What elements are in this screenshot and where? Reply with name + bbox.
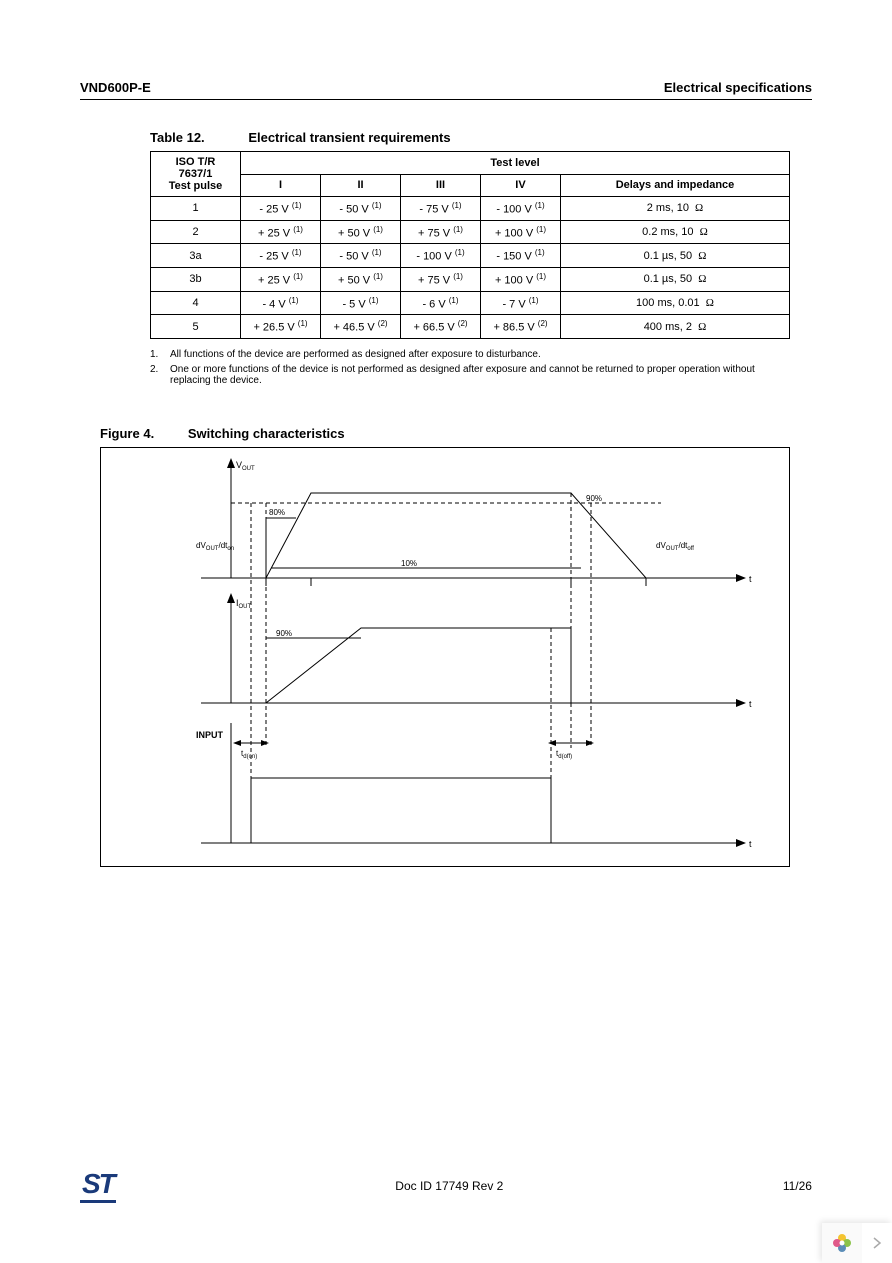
vout-label: VOUT (236, 460, 255, 472)
st-logo-icon: ST (80, 1168, 116, 1203)
col-delays: Delays and impedance (561, 174, 790, 197)
page-footer: ST Doc ID 17749 Rev 2 11/26 (80, 1168, 812, 1203)
footnotes: 1. All functions of the device are perfo… (150, 349, 790, 386)
td-on-label: td(on) (241, 749, 257, 760)
corner-header: ISO T/R 7637/1 Test pulse (151, 152, 241, 197)
col-I: I (241, 174, 321, 197)
t-axis-2: t (749, 699, 752, 709)
col-III: III (401, 174, 481, 197)
page-number: 11/26 (783, 1179, 812, 1193)
page-header: VND600P-E Electrical specifications (80, 80, 812, 100)
table-caption: Table 12. Electrical transient requireme… (150, 130, 812, 145)
nav-widget (822, 1223, 892, 1263)
span-header: Test level (241, 152, 790, 175)
figure-caption: Figure 4. Switching characteristics (100, 426, 812, 441)
col-IV: IV (481, 174, 561, 197)
pct-10: 10% (401, 559, 417, 568)
switching-diagram: VOUT t 80% 90% 10% dVOUT/dton dVOUT (101, 448, 791, 868)
input-label: INPUT (196, 730, 224, 740)
pct-80: 80% (269, 508, 285, 517)
table-title: Electrical transient requirements (248, 130, 450, 145)
table-row: 2+ 25 V (1)+ 50 V (1)+ 75 V (1)+ 100 V (… (151, 220, 790, 244)
td-off-label: td(off) (556, 749, 572, 760)
iout-label: IOUT (236, 598, 252, 610)
table-row: 4- 4 V (1)- 5 V (1)- 6 V (1)- 7 V (1)100… (151, 291, 790, 315)
t-axis-3: t (749, 839, 752, 849)
flower-icon[interactable] (822, 1223, 862, 1263)
pct-90-right: 90% (586, 494, 602, 503)
table-row: 3a- 25 V (1)- 50 V (1)- 100 V (1)- 150 V… (151, 244, 790, 268)
table-row: 3b+ 25 V (1)+ 50 V (1)+ 75 V (1)+ 100 V … (151, 267, 790, 291)
figure-box: VOUT t 80% 90% 10% dVOUT/dton dVOUT (100, 447, 790, 867)
col-II: II (321, 174, 401, 197)
table-row: 1- 25 V (1)- 50 V (1)- 75 V (1)- 100 V (… (151, 197, 790, 221)
dvdt-on-label: dVOUT/dton (196, 541, 234, 552)
pct-90-iout: 90% (276, 629, 292, 638)
figure-number: Figure 4. (100, 426, 154, 441)
chevron-right-icon[interactable] (862, 1223, 892, 1263)
footnote-1: 1. All functions of the device are perfo… (150, 349, 790, 360)
table-row: 5+ 26.5 V (1)+ 46.5 V (2)+ 66.5 V (2)+ 8… (151, 315, 790, 339)
footnote-2: 2. One or more functions of the device i… (150, 364, 790, 386)
t-axis-1: t (749, 574, 752, 584)
table-number: Table 12. (150, 130, 205, 145)
transient-table: ISO T/R 7637/1 Test pulse Test level I I… (150, 151, 790, 339)
header-left: VND600P-E (80, 80, 151, 95)
doc-id: Doc ID 17749 Rev 2 (395, 1179, 503, 1193)
dvdt-off-label: dVOUT/dtoff (656, 541, 694, 552)
header-right: Electrical specifications (664, 80, 812, 95)
figure-title: Switching characteristics (188, 426, 345, 441)
